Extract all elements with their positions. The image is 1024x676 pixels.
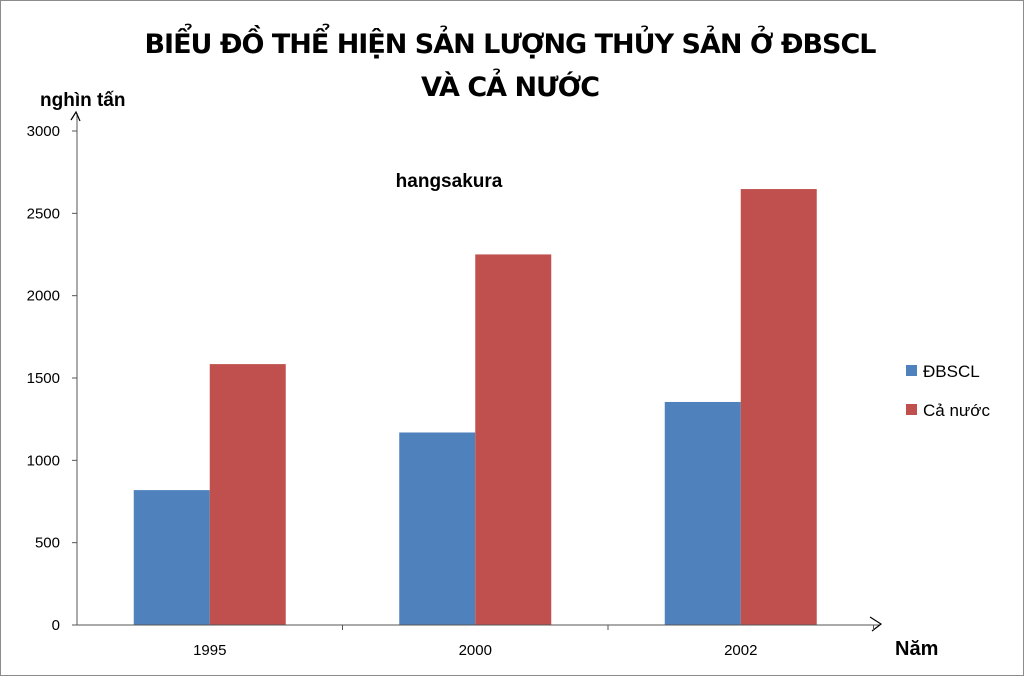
y-tick-label: 1000 (27, 452, 60, 469)
bar-2000-dbscl (399, 432, 476, 625)
chart-title-line-1: BIỂU ĐỒ THỂ HIỆN SẢN LƯỢNG THỦY SẢN Ở ĐB… (144, 23, 876, 60)
legend-swatch (906, 404, 917, 415)
y-axis-label: nghìn tấn (40, 90, 125, 111)
bar-2002-dbscl (664, 401, 741, 625)
legend-label: Cả nước (923, 401, 990, 420)
x-tick-label: 1995 (193, 642, 226, 659)
bar-2000-ca-nuoc (475, 254, 552, 625)
x-tick-label: 2000 (459, 642, 492, 659)
y-axis-arrow-icon (70, 110, 81, 122)
y-tick-label: 2000 (27, 288, 60, 305)
legend-swatch (906, 365, 917, 376)
y-tick-label: 0 (52, 617, 60, 634)
legend-label: ĐBSCL (923, 362, 980, 381)
bar-1995-ca-nuoc (209, 364, 286, 625)
y-tick-label: 500 (35, 535, 60, 552)
x-axis-label: Năm (895, 638, 938, 660)
y-tick-label: 2500 (27, 205, 60, 222)
x-tick-label: 2002 (724, 642, 757, 659)
chart-title-line-2: VÀ CẢ NƯỚC (421, 68, 599, 103)
x-axis-arrow-icon (869, 616, 883, 632)
y-tick-label: 3000 (27, 123, 60, 140)
watermark-text: hangsakura (396, 171, 503, 192)
bar-2002-ca-nuoc (740, 189, 817, 625)
y-tick-label: 1500 (27, 370, 60, 387)
bar-1995-dbscl (133, 490, 210, 625)
